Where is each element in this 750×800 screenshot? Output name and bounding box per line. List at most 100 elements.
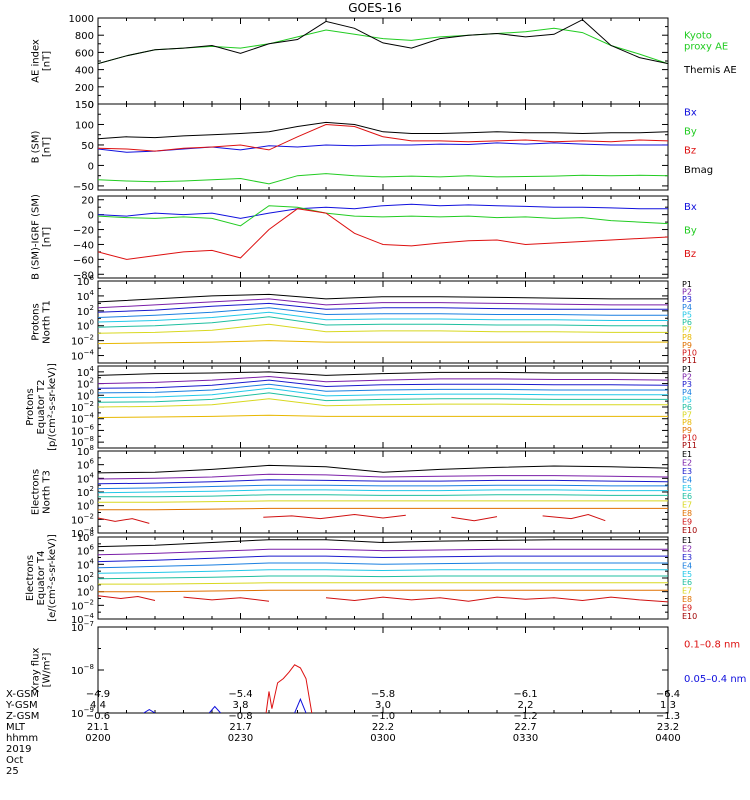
series-line <box>98 595 156 601</box>
series-line <box>263 513 406 520</box>
series-line <box>98 582 668 585</box>
legend-entry: P7 <box>682 411 692 420</box>
series-line <box>98 205 668 227</box>
y-tick-label: 102 <box>77 485 94 499</box>
legend-entry: Bmag <box>684 165 713 176</box>
series-line <box>98 589 668 593</box>
y-tick-label: 10−2 <box>71 334 94 348</box>
series-line <box>98 307 668 318</box>
series-line <box>98 484 668 490</box>
orbit-row-label: X-GSM <box>6 689 40 700</box>
orbit-cell: −6.4 <box>655 689 681 700</box>
orbit-cell: 3.0 <box>375 700 391 711</box>
legend-entry: P2 <box>682 288 692 297</box>
orbit-cell: 22.7 <box>514 722 537 733</box>
legend-entry: E6 <box>682 492 692 501</box>
orbit-cell: −6.1 <box>513 689 538 700</box>
y-axis-label: [p/(cm²-s-sr-keV)] <box>47 363 58 451</box>
legend-entry: P2 <box>682 373 692 382</box>
legend-entry: P7 <box>682 326 692 335</box>
series-line <box>98 494 668 498</box>
y-tick-label: 104 <box>77 471 95 485</box>
legend-entry: P3 <box>682 295 692 304</box>
panel-frame <box>97 195 669 279</box>
orbit-cell: 0200 <box>85 733 111 744</box>
legend-entry: proxy AE <box>684 42 728 53</box>
y-axis-label: Protons <box>31 303 42 340</box>
legend-entry: P4 <box>682 388 692 397</box>
series-line <box>98 562 668 569</box>
y-tick-label: 10−2 <box>71 512 94 526</box>
legend-entry: P8 <box>682 333 692 342</box>
panel-frame <box>97 17 669 105</box>
legend-entry: E5 <box>682 484 692 493</box>
y-axis-label: Equator T2 <box>36 380 47 435</box>
series-line <box>98 375 668 385</box>
legend-entry: E9 <box>682 518 692 527</box>
y-tick-label: 106 <box>77 544 95 558</box>
y-tick-label: 400 <box>75 66 94 77</box>
series-line <box>98 19 668 65</box>
series-line <box>265 664 313 713</box>
legend-entry: Bz <box>684 146 696 157</box>
orbit-cell: 2.2 <box>517 700 534 711</box>
y-axis-label: Electrons <box>31 469 42 515</box>
orbit-cell: 21.7 <box>229 722 252 733</box>
orbit-cell: 23.2 <box>656 722 680 733</box>
series-line <box>208 705 221 713</box>
series-line <box>98 302 668 313</box>
orbit-cell: −4.9 <box>85 689 111 700</box>
series-line <box>542 513 606 522</box>
y-tick-label: 10−4 <box>71 349 95 363</box>
series-line <box>98 473 668 480</box>
series-line <box>98 383 668 394</box>
orbit-cell: 0400 <box>655 733 681 744</box>
series-line <box>98 575 668 580</box>
series-line <box>98 548 668 556</box>
orbit-cell: 22.2 <box>371 722 395 733</box>
legend-entry: E7 <box>682 587 692 596</box>
y-tick-label: 10−7 <box>71 620 94 634</box>
y-tick-label: −20 <box>73 226 94 237</box>
orbit-cell: −5.8 <box>370 689 396 700</box>
orbit-cell: −5.4 <box>228 689 253 700</box>
series-line <box>98 392 668 403</box>
y-tick-label: 10−8 <box>71 663 94 677</box>
y-axis-label: B (SM) <box>31 130 42 163</box>
orbit-cell: −0.6 <box>85 711 111 722</box>
y-tick-label: 1000 <box>69 14 94 25</box>
y-tick-label: 104 <box>77 289 95 303</box>
y-tick-label: −50 <box>73 182 94 193</box>
legend-entry: E4 <box>682 475 692 484</box>
orbit-cell: 4.4 <box>90 700 106 711</box>
y-tick-label: 100 <box>77 319 94 333</box>
legend-entry: E4 <box>682 561 692 570</box>
orbit-row-label: MLT <box>6 722 25 733</box>
y-axis-label: North T3 <box>42 470 53 514</box>
y-axis-label: B (SM)-IGRF (SM) <box>31 194 42 280</box>
series-line <box>98 142 668 153</box>
y-axis-label: [nT] <box>42 51 53 71</box>
series-line <box>98 489 668 494</box>
series-line <box>98 379 668 389</box>
orbit-row-label: Y-GSM <box>6 700 38 711</box>
y-tick-label: 150 <box>75 100 94 111</box>
legend-entry: P5 <box>682 395 692 404</box>
series-line <box>294 697 307 713</box>
orbit-cell: 0300 <box>370 733 396 744</box>
y-axis-label: [nT] <box>42 137 53 157</box>
legend-entry: E7 <box>682 501 692 510</box>
y-axis-label: Equator T4 <box>36 551 47 606</box>
legend-entry: E10 <box>682 612 697 621</box>
series-line <box>98 517 150 524</box>
series-line <box>98 539 668 548</box>
orbit-cell: −1.3 <box>655 711 681 722</box>
legend-entry: P9 <box>682 341 692 350</box>
panel-frame <box>97 280 669 364</box>
y-tick-label: 0 <box>88 211 94 222</box>
legend-entry: P10 <box>682 433 697 442</box>
